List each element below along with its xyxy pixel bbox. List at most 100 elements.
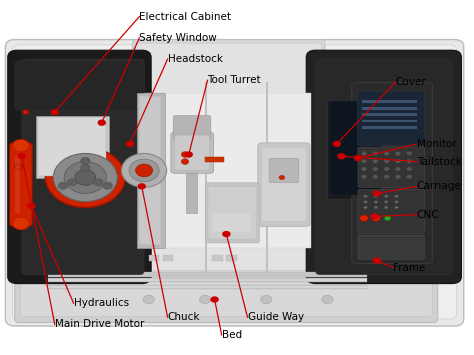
FancyBboxPatch shape [258, 143, 310, 226]
Bar [48, 278, 367, 282]
Bar [144, 93, 311, 248]
Circle shape [384, 167, 390, 171]
FancyBboxPatch shape [9, 143, 32, 226]
Bar [362, 126, 417, 129]
Circle shape [54, 153, 117, 202]
Text: Main Drive Motor: Main Drive Motor [55, 319, 144, 329]
Circle shape [354, 155, 362, 161]
FancyBboxPatch shape [20, 270, 432, 316]
Text: Electrical Cabinet: Electrical Cabinet [139, 12, 231, 22]
Text: Safety Window: Safety Window [139, 33, 217, 43]
Circle shape [373, 167, 378, 171]
Circle shape [68, 179, 77, 186]
Bar [205, 82, 207, 277]
Circle shape [395, 159, 401, 163]
Text: Headstock: Headstock [168, 54, 223, 64]
Circle shape [81, 157, 90, 164]
Circle shape [373, 257, 381, 264]
Circle shape [337, 153, 346, 159]
Circle shape [81, 164, 90, 171]
FancyBboxPatch shape [15, 266, 438, 322]
Circle shape [384, 175, 390, 179]
Circle shape [373, 190, 381, 197]
Circle shape [406, 175, 412, 179]
FancyBboxPatch shape [357, 91, 425, 145]
Text: Carriage: Carriage [417, 181, 462, 191]
FancyBboxPatch shape [262, 147, 306, 222]
Circle shape [333, 141, 341, 147]
Circle shape [136, 164, 153, 177]
FancyBboxPatch shape [5, 40, 464, 326]
Circle shape [361, 167, 367, 171]
FancyBboxPatch shape [174, 135, 210, 170]
Text: Hydraulics: Hydraulics [73, 298, 128, 308]
Bar [186, 135, 197, 213]
Circle shape [222, 231, 230, 237]
Text: CNC: CNC [417, 210, 439, 220]
Circle shape [364, 201, 367, 203]
Bar [139, 96, 161, 245]
Circle shape [395, 206, 399, 209]
Circle shape [322, 295, 333, 304]
Bar [36, 116, 109, 178]
FancyBboxPatch shape [12, 45, 456, 319]
Bar [212, 255, 223, 261]
Circle shape [372, 215, 380, 222]
Circle shape [395, 151, 401, 155]
Circle shape [75, 170, 96, 185]
Circle shape [143, 295, 155, 304]
Circle shape [181, 152, 189, 157]
Circle shape [23, 110, 28, 114]
Bar [48, 272, 367, 277]
Circle shape [374, 201, 378, 203]
Circle shape [261, 295, 272, 304]
Circle shape [184, 151, 193, 158]
FancyBboxPatch shape [306, 50, 461, 284]
FancyBboxPatch shape [316, 59, 452, 275]
Circle shape [373, 175, 378, 179]
Text: Chuck: Chuck [168, 312, 200, 322]
Circle shape [137, 183, 146, 190]
Circle shape [200, 295, 211, 304]
Bar [139, 82, 141, 277]
Circle shape [361, 159, 367, 163]
Circle shape [94, 179, 103, 186]
Bar [212, 213, 251, 232]
Text: Bed: Bed [222, 330, 242, 340]
Circle shape [384, 159, 390, 163]
Circle shape [361, 151, 367, 155]
FancyBboxPatch shape [8, 50, 151, 284]
Circle shape [373, 151, 378, 155]
Circle shape [384, 195, 388, 198]
Bar [205, 157, 224, 162]
Circle shape [12, 139, 29, 152]
Bar [330, 102, 382, 195]
FancyBboxPatch shape [358, 147, 424, 187]
Circle shape [64, 162, 107, 193]
Circle shape [406, 167, 412, 171]
Bar [48, 286, 367, 288]
Circle shape [395, 201, 399, 203]
Circle shape [98, 120, 106, 126]
Text: Guide Way: Guide Way [247, 312, 304, 322]
Bar [48, 279, 367, 281]
Circle shape [364, 206, 367, 209]
Circle shape [15, 164, 22, 170]
Circle shape [58, 182, 68, 189]
Bar [227, 255, 237, 261]
FancyBboxPatch shape [173, 116, 211, 140]
Circle shape [406, 151, 412, 155]
Circle shape [129, 159, 159, 182]
Bar [38, 118, 107, 176]
Circle shape [406, 159, 412, 163]
Text: Cover: Cover [396, 77, 426, 87]
FancyBboxPatch shape [205, 183, 259, 243]
Bar [137, 93, 165, 248]
Circle shape [181, 159, 189, 164]
FancyBboxPatch shape [269, 158, 299, 182]
Circle shape [27, 203, 36, 209]
Circle shape [374, 206, 378, 209]
Bar [149, 255, 159, 261]
Circle shape [361, 175, 367, 179]
Circle shape [12, 217, 29, 230]
